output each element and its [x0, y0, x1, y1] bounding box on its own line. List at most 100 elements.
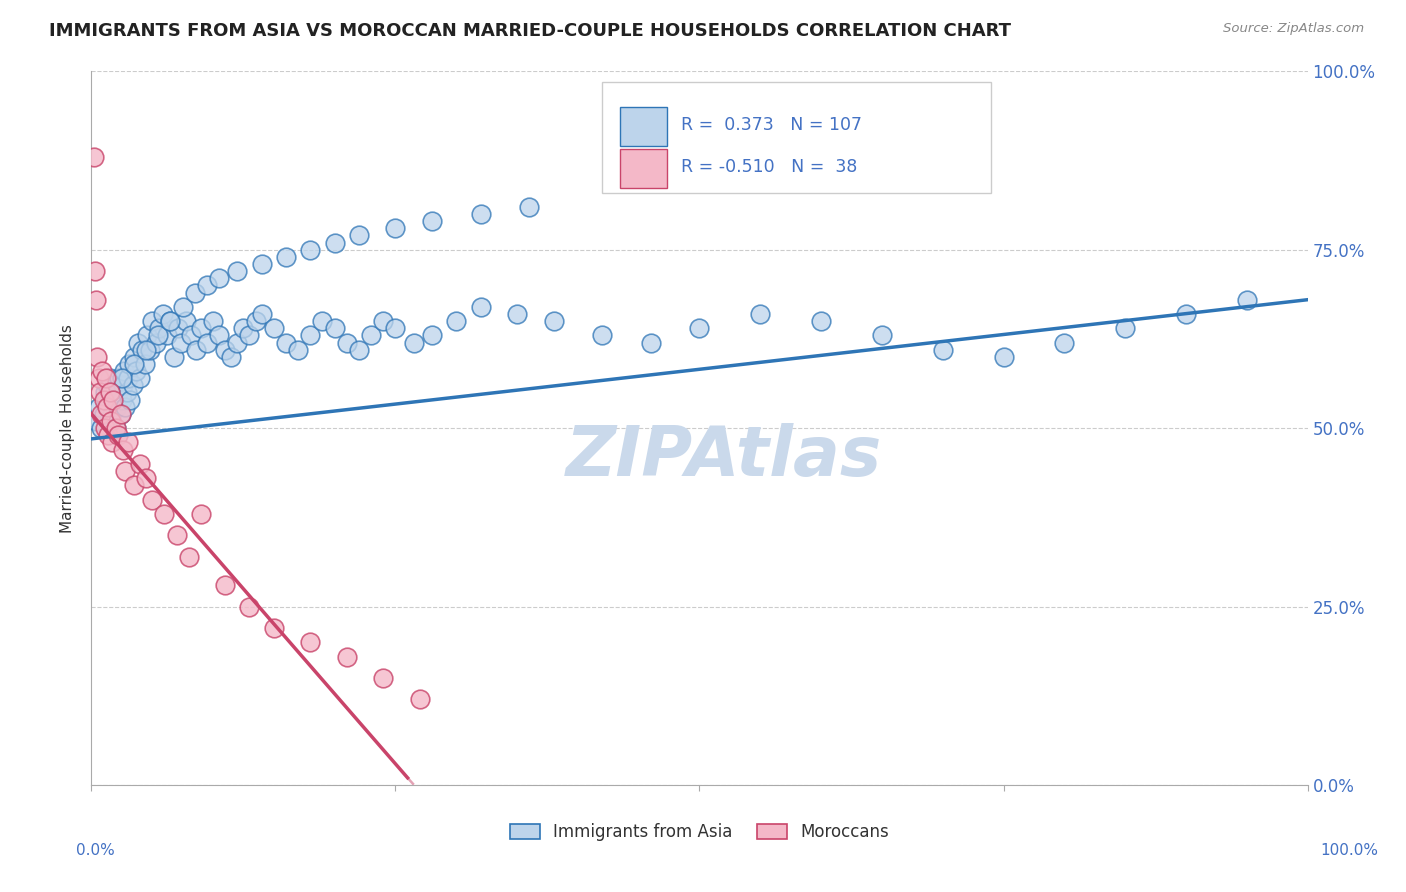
Point — [993, 350, 1015, 364]
Point — [118, 357, 141, 371]
Point — [931, 343, 953, 357]
Point — [517, 200, 540, 214]
Point — [121, 378, 143, 392]
Point — [122, 357, 145, 371]
Point — [122, 350, 145, 364]
Text: R = -0.510   N =  38: R = -0.510 N = 38 — [682, 158, 858, 176]
Point — [591, 328, 613, 343]
Point — [134, 357, 156, 371]
Point — [245, 314, 267, 328]
Legend: Immigrants from Asia, Moroccans: Immigrants from Asia, Moroccans — [503, 817, 896, 848]
Point — [263, 621, 285, 635]
FancyBboxPatch shape — [602, 82, 991, 193]
Point — [274, 335, 297, 350]
Point — [100, 385, 122, 400]
Point — [135, 343, 157, 357]
Point — [141, 492, 163, 507]
Point — [1236, 293, 1258, 307]
Point — [129, 371, 152, 385]
Point — [100, 414, 122, 428]
Point — [299, 635, 322, 649]
Point — [87, 400, 110, 414]
Point — [135, 471, 157, 485]
Point — [139, 343, 162, 357]
Point — [420, 214, 443, 228]
Point — [96, 400, 118, 414]
Text: R =  0.373   N = 107: R = 0.373 N = 107 — [682, 116, 862, 134]
Point — [202, 314, 225, 328]
FancyBboxPatch shape — [620, 149, 666, 188]
Point — [166, 528, 188, 542]
Point — [97, 428, 120, 442]
Point — [226, 335, 249, 350]
Point — [384, 221, 406, 235]
Point — [97, 400, 120, 414]
Point — [219, 350, 242, 364]
Point — [125, 364, 148, 378]
Point — [103, 392, 125, 407]
Point — [136, 328, 159, 343]
Point — [180, 328, 202, 343]
Point — [323, 321, 346, 335]
Point — [214, 343, 236, 357]
Point — [93, 407, 115, 421]
Point — [84, 293, 107, 307]
Point — [141, 314, 163, 328]
Point — [103, 392, 125, 407]
Point — [110, 407, 132, 421]
Point — [104, 421, 127, 435]
Text: Source: ZipAtlas.com: Source: ZipAtlas.com — [1223, 22, 1364, 36]
Point — [373, 671, 395, 685]
Point — [159, 314, 181, 328]
Point — [336, 335, 359, 350]
Point — [105, 400, 128, 414]
Point — [373, 314, 395, 328]
Point — [250, 307, 273, 321]
Point — [214, 578, 236, 592]
Text: IMMIGRANTS FROM ASIA VS MOROCCAN MARRIED-COUPLE HOUSEHOLDS CORRELATION CHART: IMMIGRANTS FROM ASIA VS MOROCCAN MARRIED… — [49, 22, 1011, 40]
Point — [110, 407, 132, 421]
Point — [108, 371, 131, 385]
Point — [166, 321, 188, 335]
Text: 100.0%: 100.0% — [1320, 843, 1378, 858]
Point — [238, 599, 260, 614]
Point — [91, 364, 114, 378]
Point — [640, 335, 662, 350]
Point — [117, 371, 139, 385]
Point — [111, 442, 134, 457]
Point — [409, 692, 432, 706]
Point — [98, 385, 121, 400]
Point — [238, 328, 260, 343]
Point — [107, 385, 129, 400]
Point — [195, 278, 218, 293]
Point — [274, 250, 297, 264]
Point — [163, 350, 186, 364]
Point — [174, 314, 197, 328]
Point — [1175, 307, 1198, 321]
Point — [148, 321, 170, 335]
Point — [444, 314, 467, 328]
Point — [84, 414, 107, 428]
Point — [870, 328, 893, 343]
Point — [543, 314, 565, 328]
Point — [152, 307, 174, 321]
Point — [208, 271, 231, 285]
FancyBboxPatch shape — [620, 107, 666, 146]
Point — [263, 321, 285, 335]
Point — [131, 343, 153, 357]
Point — [114, 464, 136, 478]
Point — [89, 385, 111, 400]
Point — [94, 421, 117, 435]
Text: 0.0%: 0.0% — [76, 843, 115, 858]
Point — [94, 392, 117, 407]
Point — [402, 335, 425, 350]
Point — [184, 343, 207, 357]
Point — [506, 307, 529, 321]
Point — [94, 385, 117, 400]
Point — [336, 649, 359, 664]
Point — [810, 314, 832, 328]
Point — [184, 285, 207, 300]
Point — [93, 392, 115, 407]
Point — [84, 264, 107, 278]
Point — [112, 364, 135, 378]
